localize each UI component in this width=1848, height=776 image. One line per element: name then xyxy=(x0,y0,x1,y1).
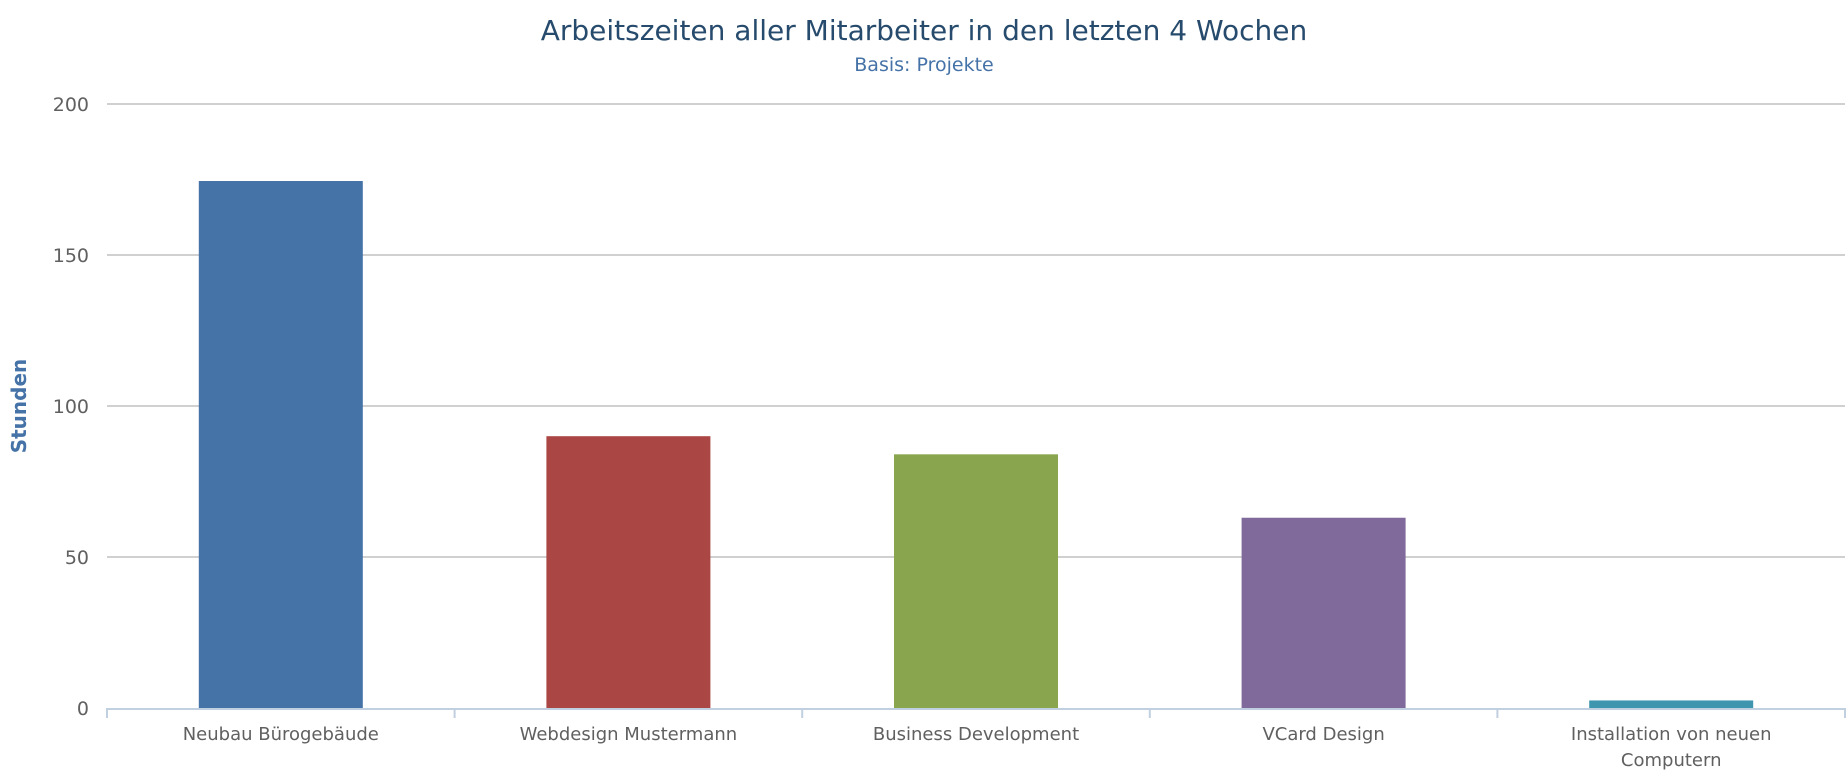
x-tick-label: Business Development xyxy=(873,724,1079,745)
x-tick-label: Webdesign Mustermann xyxy=(520,724,738,745)
y-tick-label: 0 xyxy=(77,698,89,720)
bar[interactable] xyxy=(198,181,363,708)
chart-title: Arbeitszeiten aller Mitarbeiter in den l… xyxy=(541,14,1308,47)
x-tick-label: VCard Design xyxy=(1262,724,1384,745)
y-axis-ticks: 0 50 100 150 200 xyxy=(53,94,89,720)
x-tick-label: Neubau Bürogebäude xyxy=(183,724,379,745)
chart-subtitle: Basis: Projekte xyxy=(854,54,993,76)
bar[interactable] xyxy=(546,436,711,708)
bar[interactable] xyxy=(894,454,1058,708)
y-tick-label: 50 xyxy=(65,547,89,569)
x-axis: Neubau Bürogebäude Webdesign Mustermann Bu… xyxy=(106,708,1846,771)
bars xyxy=(198,181,1754,708)
y-tick-label: 100 xyxy=(53,396,89,418)
y-tick-label: 200 xyxy=(53,94,89,116)
bar[interactable] xyxy=(1241,517,1406,708)
y-axis-label: Stunden xyxy=(7,359,31,454)
y-tick-label: 150 xyxy=(53,245,89,267)
x-tick-label: Installation von neuen xyxy=(1571,724,1772,745)
x-tick-label: Computern xyxy=(1621,750,1722,771)
bar[interactable] xyxy=(1589,700,1754,708)
